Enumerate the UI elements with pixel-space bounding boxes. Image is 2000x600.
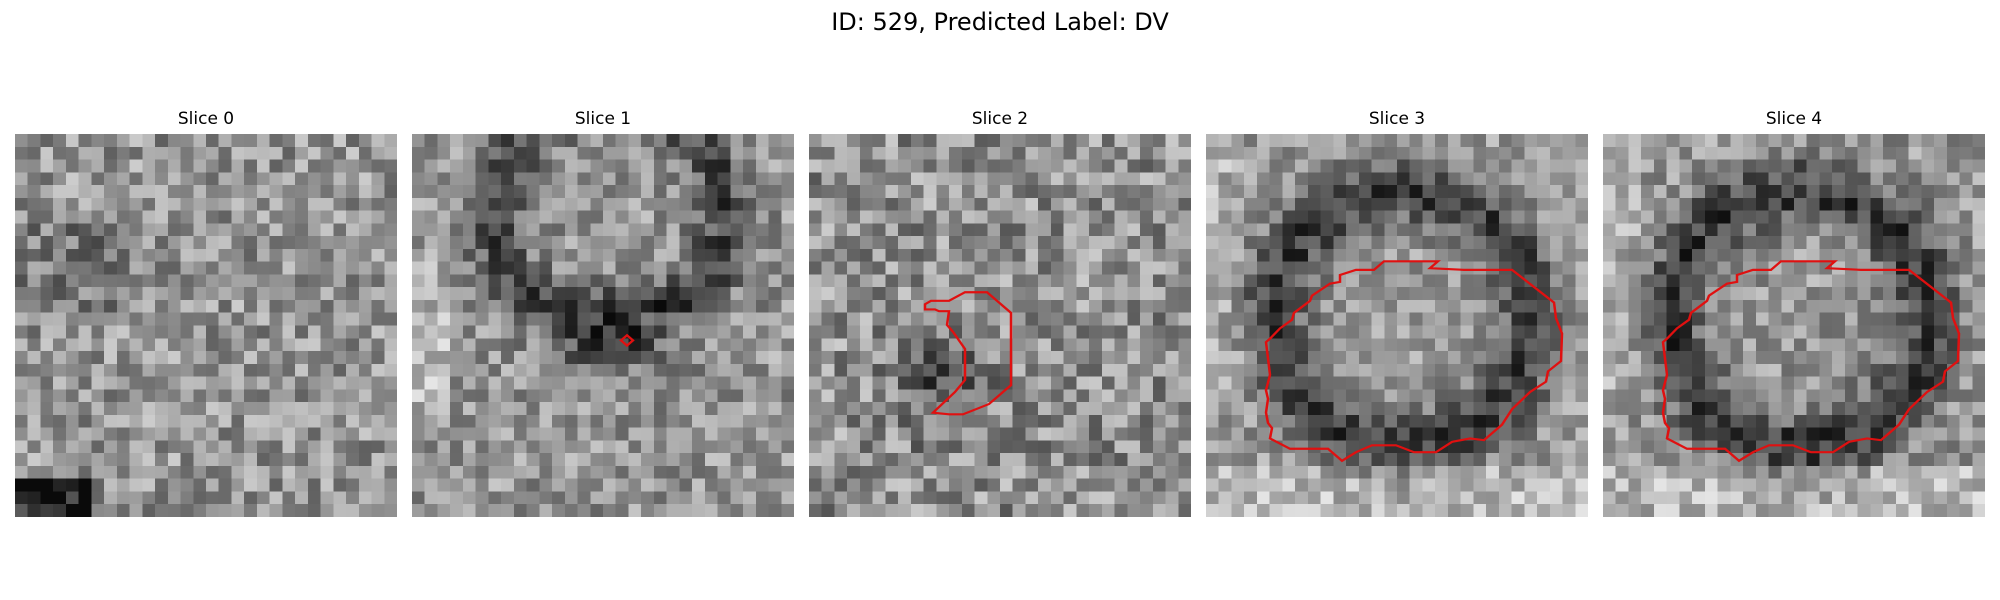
slice-4-pixels: [1603, 134, 1985, 517]
slice-1-contour: [619, 333, 635, 348]
slice-3-image: [1206, 134, 1588, 517]
slice-4-overlay: [1661, 260, 1961, 463]
slice-1-title: Slice 1: [574, 109, 632, 129]
slice-2-image: [809, 134, 1191, 517]
slice-1-pixels: [412, 134, 794, 517]
slice-3-overlay: [1264, 260, 1564, 463]
slice-1-image: [412, 134, 794, 517]
slice-0-pixels: [15, 134, 397, 517]
slice-2-contour: [923, 291, 1013, 416]
slice-3-contour: [1264, 260, 1564, 463]
slice-4-image: [1603, 134, 1985, 517]
slice-4-title: Slice 4: [1765, 109, 1823, 129]
figure-title: ID: 529, Predicted Label: DV: [831, 8, 1169, 36]
slice-4-contour: [1661, 260, 1961, 463]
slice-3-pixels: [1206, 134, 1588, 517]
slice-2-pixels: [809, 134, 1191, 517]
slice-1-overlay: [619, 333, 635, 348]
slice-0-image: [15, 134, 397, 517]
slice-3-title: Slice 3: [1368, 109, 1426, 129]
slice-2-title: Slice 2: [971, 109, 1029, 129]
slice-0-title: Slice 0: [177, 109, 235, 129]
slice-2-overlay: [923, 291, 1013, 416]
